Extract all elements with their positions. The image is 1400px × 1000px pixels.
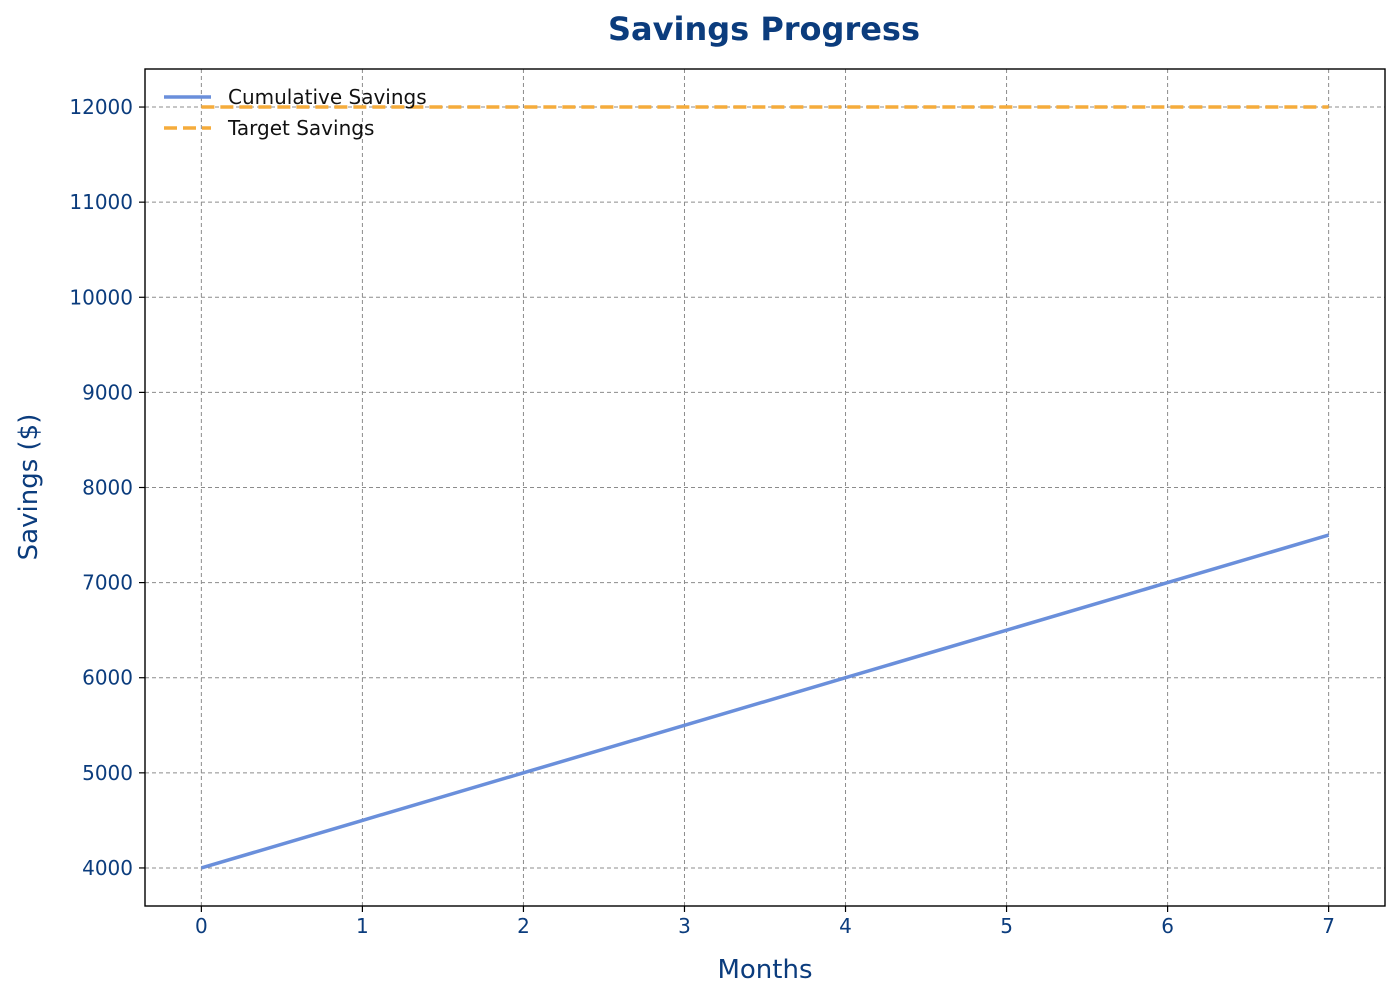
- y-tick-label: 6000: [82, 666, 133, 690]
- y-tick-label: 10000: [69, 285, 133, 309]
- x-axis-label: Months: [717, 955, 812, 985]
- chart-title: Savings Progress: [608, 10, 920, 48]
- legend-label: Target Savings: [227, 116, 374, 140]
- y-axis-label: Savings ($): [14, 414, 44, 561]
- x-tick-label: 5: [1000, 914, 1013, 938]
- y-tick-label: 11000: [69, 190, 133, 214]
- y-tick-label: 12000: [69, 95, 133, 119]
- x-tick-label: 2: [517, 914, 530, 938]
- legend-label: Cumulative Savings: [228, 85, 427, 109]
- y-tick-label: 5000: [82, 761, 133, 785]
- x-tick-label: 7: [1322, 914, 1335, 938]
- grid: [145, 69, 1385, 906]
- y-tick-label: 9000: [82, 380, 133, 404]
- legend: Cumulative Savings Target Savings: [164, 85, 427, 140]
- series-lines: [200, 105, 1330, 870]
- x-tick-label: 3: [678, 914, 691, 938]
- x-tick-label: 1: [356, 914, 369, 938]
- y-tick-label: 8000: [82, 476, 133, 500]
- y-tick-label: 7000: [82, 571, 133, 595]
- axis-ticks: 0 1 2 3 4 5 6 7 4000 5000 6000 7000 8000 9000 10000 110…: [69, 95, 1335, 938]
- x-tick-label: 4: [839, 914, 852, 938]
- x-tick-label: 6: [1161, 914, 1174, 938]
- series-line-cumulative-savings: [200, 533, 1330, 870]
- x-tick-label: 0: [195, 914, 208, 938]
- plot-frame: [144, 68, 1386, 907]
- y-tick-label: 4000: [82, 856, 133, 880]
